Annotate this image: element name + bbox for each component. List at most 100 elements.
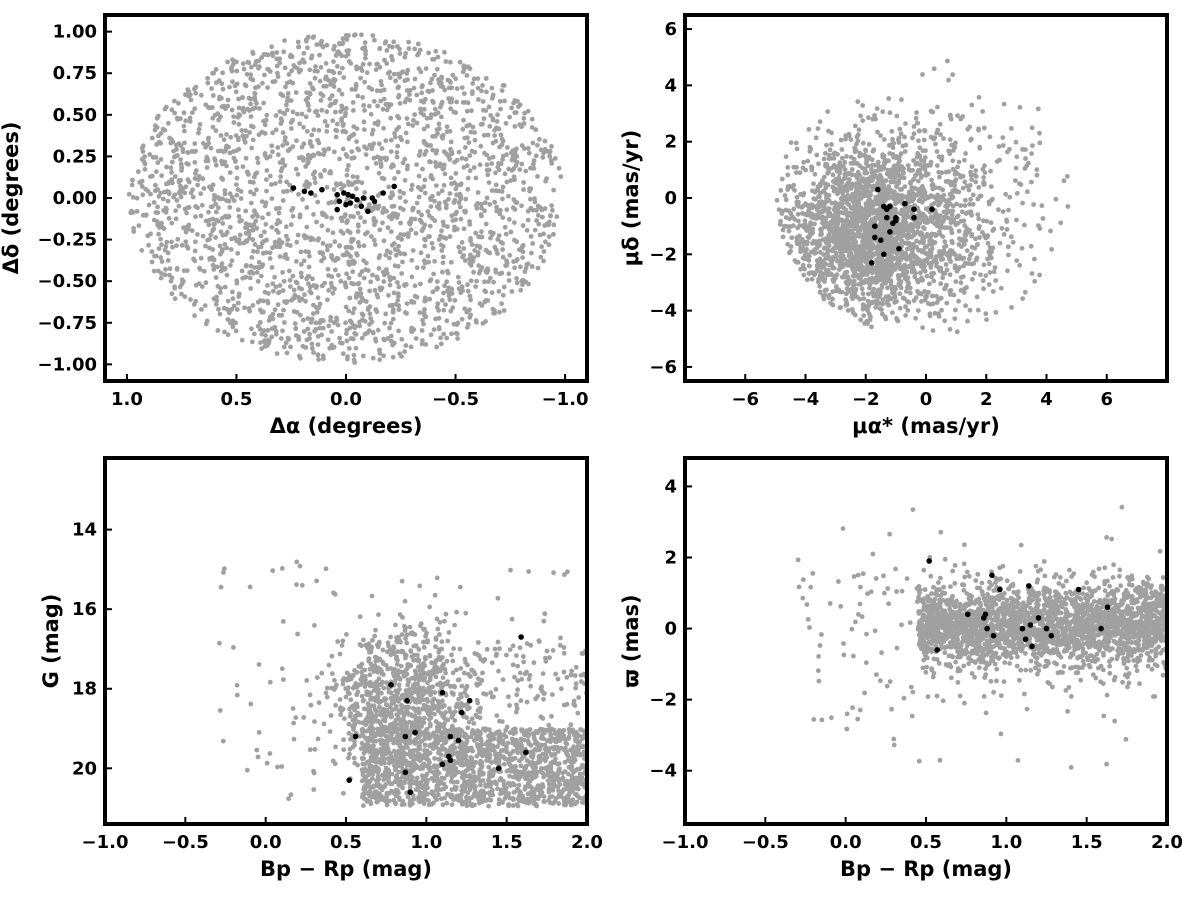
field-star-point bbox=[465, 135, 470, 141]
field-star-point bbox=[817, 119, 823, 125]
field-star-point bbox=[543, 239, 548, 245]
field-star-point bbox=[324, 123, 330, 129]
field-star-point bbox=[834, 223, 840, 229]
field-star-point bbox=[418, 281, 423, 287]
field-star-point bbox=[213, 275, 219, 280]
field-star-point bbox=[469, 242, 475, 248]
field-star-point bbox=[450, 72, 456, 78]
field-star-point bbox=[320, 212, 326, 218]
field-star-point bbox=[172, 284, 178, 290]
field-star-point bbox=[263, 333, 268, 338]
field-star-point bbox=[454, 331, 460, 337]
field-star-point bbox=[855, 252, 860, 258]
field-star-point bbox=[313, 327, 319, 332]
field-star-point bbox=[222, 191, 228, 197]
field-star-point bbox=[422, 222, 428, 228]
field-star-point bbox=[854, 134, 860, 140]
field-star-point bbox=[891, 172, 896, 177]
field-star-point bbox=[231, 303, 237, 309]
field-star-point bbox=[461, 63, 467, 69]
field-star-point bbox=[297, 298, 303, 304]
field-star-point bbox=[365, 307, 371, 312]
field-star-point bbox=[812, 171, 818, 177]
field-star-point bbox=[296, 191, 301, 197]
field-star-point bbox=[969, 251, 974, 257]
field-star-point bbox=[1065, 204, 1071, 209]
field-star-point bbox=[213, 162, 219, 168]
field-star-point bbox=[446, 290, 452, 296]
field-star-point bbox=[479, 265, 485, 270]
field-star-point bbox=[213, 201, 219, 207]
field-star-point bbox=[196, 126, 202, 132]
field-star-point bbox=[465, 288, 471, 294]
field-star-point bbox=[1020, 200, 1025, 206]
field-star-point bbox=[387, 282, 393, 288]
field-star-point bbox=[512, 110, 518, 116]
field-star-point bbox=[831, 265, 837, 271]
field-star-point bbox=[516, 104, 521, 110]
field-star-point bbox=[425, 253, 431, 259]
field-star-point bbox=[472, 130, 477, 135]
field-star-point bbox=[524, 262, 530, 268]
field-star-point bbox=[853, 183, 858, 189]
field-star-point bbox=[377, 253, 383, 258]
field-star-point bbox=[248, 200, 254, 206]
field-star-point bbox=[538, 205, 543, 211]
field-star-point bbox=[396, 328, 401, 334]
field-star-point bbox=[844, 154, 849, 159]
field-star-point bbox=[453, 171, 459, 176]
field-star-point bbox=[1029, 125, 1035, 131]
field-star-point bbox=[169, 220, 175, 226]
field-star-point bbox=[328, 314, 334, 320]
field-star-point bbox=[435, 285, 440, 291]
field-star-point bbox=[843, 133, 849, 139]
field-star-point bbox=[1010, 239, 1016, 245]
field-star-point bbox=[183, 239, 189, 245]
field-star-point bbox=[228, 247, 234, 252]
field-star-point bbox=[1035, 106, 1041, 112]
field-star-point bbox=[252, 91, 258, 97]
field-star-point bbox=[162, 247, 168, 253]
field-star-point bbox=[329, 342, 335, 348]
field-star-point bbox=[135, 169, 141, 175]
field-star-point bbox=[217, 290, 223, 295]
field-star-point bbox=[234, 165, 240, 171]
field-star-point bbox=[953, 307, 958, 313]
field-star-point bbox=[415, 184, 421, 190]
field-star-point bbox=[308, 235, 314, 241]
field-star-point bbox=[401, 190, 406, 196]
field-star-point bbox=[375, 294, 381, 300]
field-star-point bbox=[868, 269, 874, 275]
field-star-point bbox=[182, 294, 188, 299]
field-star-point bbox=[503, 120, 509, 126]
field-star-point bbox=[850, 264, 856, 270]
field-star-point bbox=[259, 240, 265, 246]
field-star-point bbox=[934, 196, 940, 202]
field-star-point bbox=[1020, 296, 1026, 301]
field-star-point bbox=[1032, 278, 1038, 284]
field-star-point bbox=[256, 132, 262, 138]
field-star-point bbox=[184, 161, 190, 167]
field-star-point bbox=[465, 282, 470, 288]
field-star-point bbox=[502, 171, 508, 177]
field-star-point bbox=[159, 271, 164, 276]
field-star-point bbox=[478, 143, 484, 149]
field-star-point bbox=[467, 293, 473, 299]
field-star-point bbox=[999, 225, 1005, 231]
field-star-point bbox=[190, 110, 195, 115]
field-star-point bbox=[315, 342, 321, 347]
field-star-point bbox=[337, 243, 342, 248]
field-star-point bbox=[935, 104, 940, 110]
field-star-point bbox=[319, 258, 324, 264]
field-star-point bbox=[367, 288, 372, 294]
field-star-point bbox=[411, 117, 416, 123]
field-star-point bbox=[861, 232, 866, 238]
field-star-point bbox=[319, 107, 325, 113]
field-star-point bbox=[953, 279, 959, 284]
field-star-point bbox=[184, 243, 190, 249]
field-star-point bbox=[274, 63, 280, 69]
field-star-point bbox=[797, 170, 803, 176]
field-star-point bbox=[412, 76, 418, 82]
field-star-point bbox=[514, 154, 520, 159]
field-star-point bbox=[935, 219, 941, 225]
